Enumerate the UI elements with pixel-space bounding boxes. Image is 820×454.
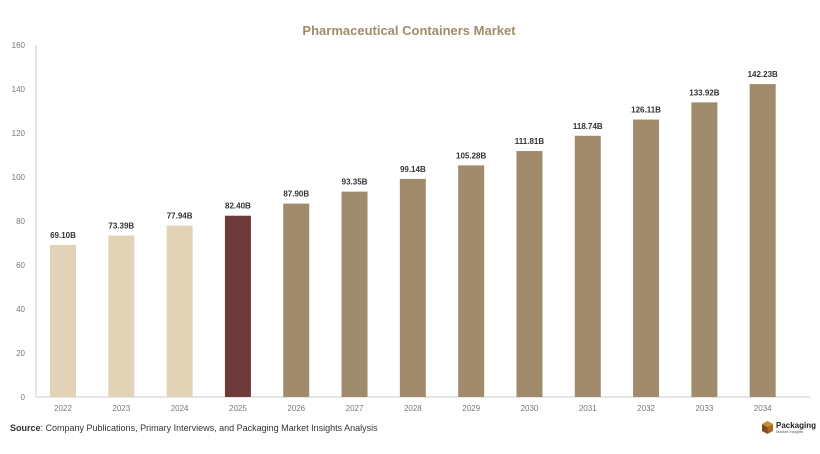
data-label: 93.35B xyxy=(342,178,368,187)
x-tick-label: 2028 xyxy=(404,404,422,413)
bar xyxy=(399,178,426,397)
data-label: 118.74B xyxy=(573,122,603,131)
x-axis: 2022 2023 2024 2025 2026 2027 2028 2029 2030 2031… xyxy=(36,396,810,413)
y-tick-label: 20 xyxy=(16,349,25,358)
bar xyxy=(341,191,368,397)
box-icon xyxy=(762,421,773,434)
data-label: 77.94B xyxy=(167,212,193,221)
source-note: Source: Company Publications, Primary In… xyxy=(10,423,378,433)
x-tick-label: 2027 xyxy=(346,404,364,413)
y-tick-label: 0 xyxy=(21,393,26,402)
logo-line2: Market Insights xyxy=(776,428,804,434)
data-label: 126.11B xyxy=(631,106,661,115)
bar xyxy=(749,84,776,398)
x-tick-label: 2024 xyxy=(171,404,189,413)
source-text: : Company Publications, Primary Intervie… xyxy=(40,423,378,433)
chart-title: Pharmaceutical Containers Market xyxy=(302,23,516,38)
x-tick-label: 2033 xyxy=(695,404,713,413)
bar xyxy=(283,203,310,397)
data-label: 142.23B xyxy=(748,70,778,79)
bar xyxy=(224,215,251,397)
logo-line1: Packaging xyxy=(776,420,817,430)
y-tick-label: 100 xyxy=(12,173,26,182)
y-tick-label: 160 xyxy=(12,41,26,50)
x-tick-label: 2025 xyxy=(229,404,247,413)
y-tick-label: 60 xyxy=(16,261,25,270)
x-tick-label: 2026 xyxy=(287,404,305,413)
bar xyxy=(50,244,76,397)
brand-logo: Packaging Market Insights xyxy=(762,421,816,434)
y-tick-label: 140 xyxy=(12,85,26,94)
x-tick-label: 2029 xyxy=(462,404,480,413)
data-label: 111.81B xyxy=(515,137,545,146)
x-tick-label: 2023 xyxy=(112,404,130,413)
bar xyxy=(516,151,543,397)
x-tick-label: 2032 xyxy=(637,404,655,413)
bar xyxy=(574,135,601,397)
x-tick-label: 2031 xyxy=(579,404,597,413)
data-label: 133.92B xyxy=(689,88,719,97)
x-tick-label: 2030 xyxy=(521,404,539,413)
data-label: 87.90B xyxy=(283,190,309,199)
bar xyxy=(458,165,485,397)
data-label: 105.28B xyxy=(456,151,486,160)
data-label: 69.10B xyxy=(50,231,76,240)
y-tick-label: 40 xyxy=(16,305,25,314)
data-label: 82.40B xyxy=(225,202,251,211)
y-tick-label: 120 xyxy=(12,129,26,138)
bar xyxy=(108,235,135,397)
bar xyxy=(166,225,193,397)
y-tick-label: 80 xyxy=(16,217,25,226)
data-label: 73.39B xyxy=(108,222,134,231)
bar xyxy=(633,119,660,398)
source-label: Source xyxy=(10,423,41,433)
data-label: 99.14B xyxy=(400,165,426,174)
bar xyxy=(691,102,718,397)
x-tick-label: 2022 xyxy=(54,404,72,413)
bars: 69.10B 73.39B 77.94B 82.40B 87.90B 93.35B 99.1… xyxy=(50,70,778,398)
x-tick-label: 2034 xyxy=(754,404,772,413)
y-axis: 0 20 40 60 80 100 120 140 160 xyxy=(12,41,37,402)
